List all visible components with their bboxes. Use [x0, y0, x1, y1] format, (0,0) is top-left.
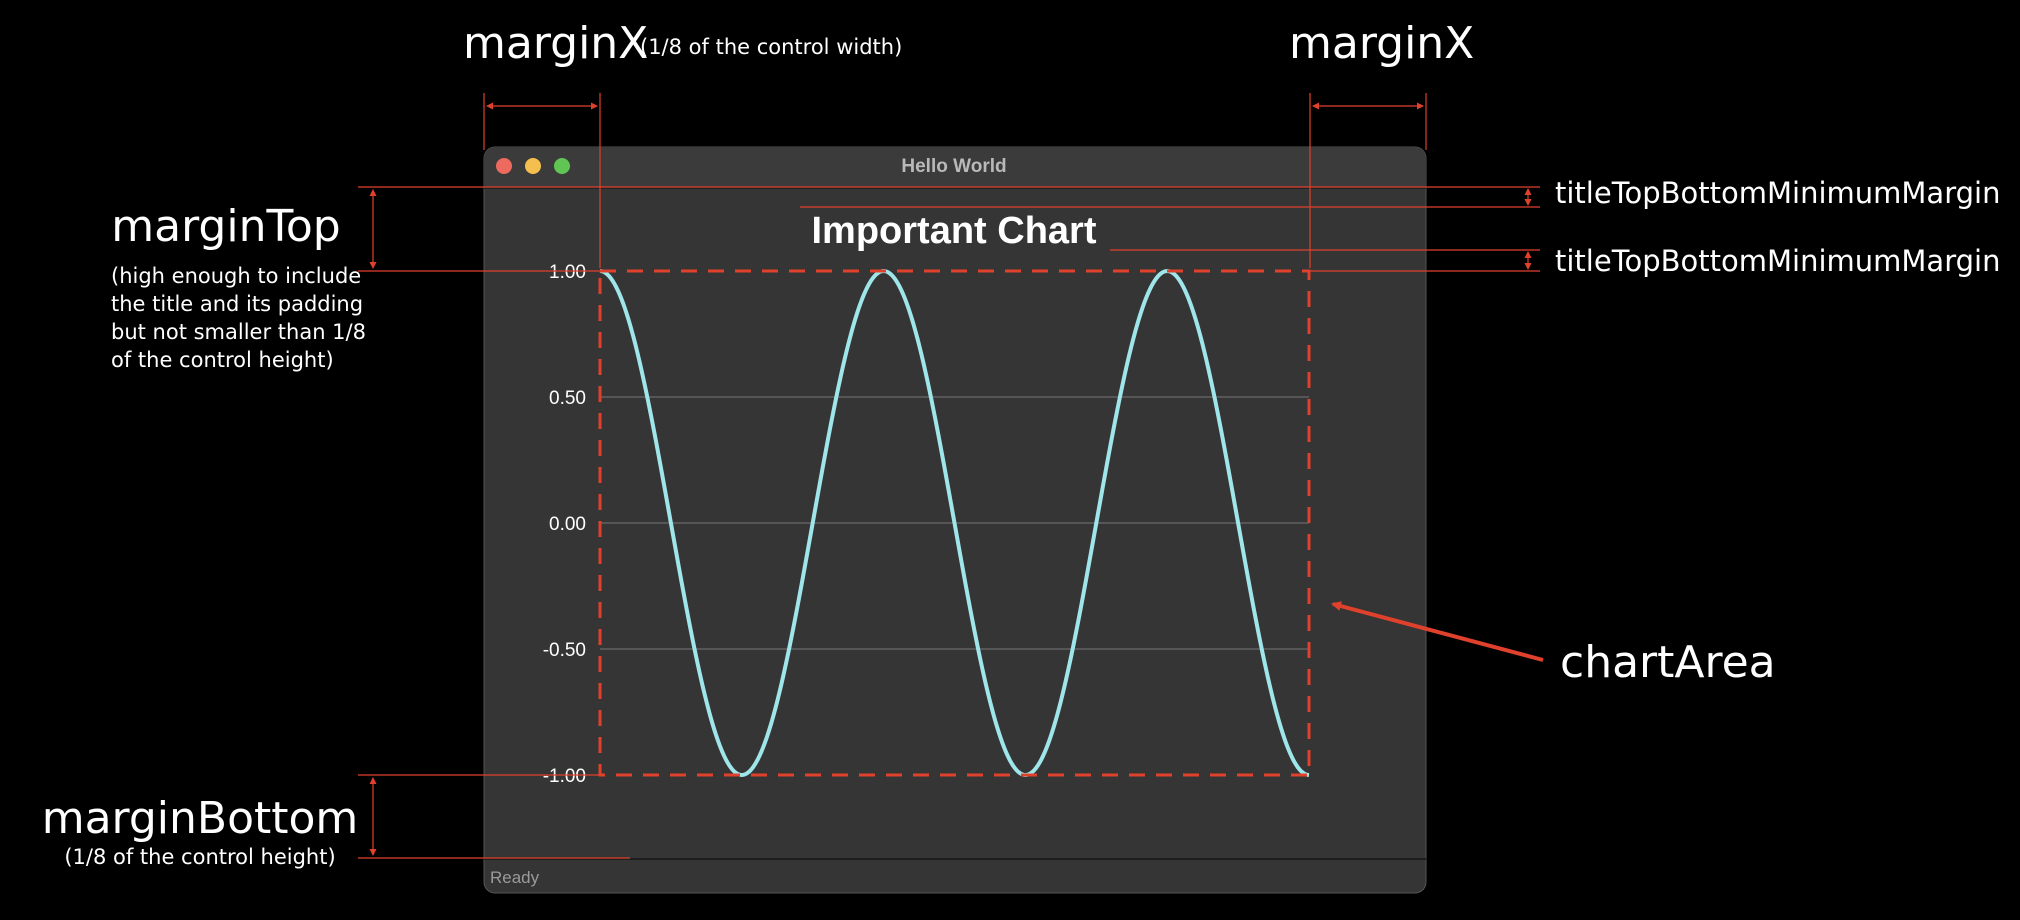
dimension-guides [358, 93, 1544, 859]
margin-bottom-note: (1/8 of the control height) [64, 845, 335, 869]
chart-title: Important Chart [812, 210, 1097, 252]
y-tick-label: 1.00 [549, 262, 586, 283]
margin-top-note-line-4: of the control height) [111, 348, 334, 372]
margin-top-note-line-3: but not smaller than 1/8 [111, 320, 366, 344]
window-title: Hello World [901, 156, 1006, 177]
margin-x-left-note: (1/8 of the control width) [640, 35, 902, 59]
y-tick-label: 0.00 [549, 514, 586, 535]
y-tick-label: -1.00 [543, 766, 586, 787]
title-margin-2-label: titleTopBottomMinimumMargin [1555, 244, 2000, 278]
zoom-window-button[interactable] [554, 158, 570, 174]
minimize-window-button[interactable] [525, 158, 541, 174]
window-titlebar [484, 147, 1426, 188]
margin-top-label: marginTop [111, 201, 340, 252]
margin-bottom-label: marginBottom [42, 793, 359, 844]
title-margin-1-label: titleTopBottomMinimumMargin [1555, 176, 2000, 210]
status-bar-text: Ready [490, 868, 540, 887]
chart: Important Chart 1.00 0.50 0.00 -0.50 -1.00 [543, 210, 1311, 787]
y-tick-label: 0.50 [549, 388, 586, 409]
margin-x-left-label: marginX [463, 18, 648, 69]
chart-area-outline [598, 269, 1311, 777]
y-tick-label: -0.50 [543, 640, 586, 661]
margin-top-note-line-2: the title and its padding [111, 292, 363, 316]
chart-area-arrow [1331, 601, 1544, 662]
margin-top-note-line-1: (high enough to include [111, 264, 361, 288]
cosine-series-line [599, 268, 1310, 778]
close-window-button[interactable] [496, 158, 512, 174]
margin-x-right-label: marginX [1289, 18, 1474, 69]
y-axis-tick-labels: 1.00 0.50 0.00 -0.50 -1.00 [543, 262, 586, 787]
chart-area-label: chartArea [1560, 637, 1776, 688]
